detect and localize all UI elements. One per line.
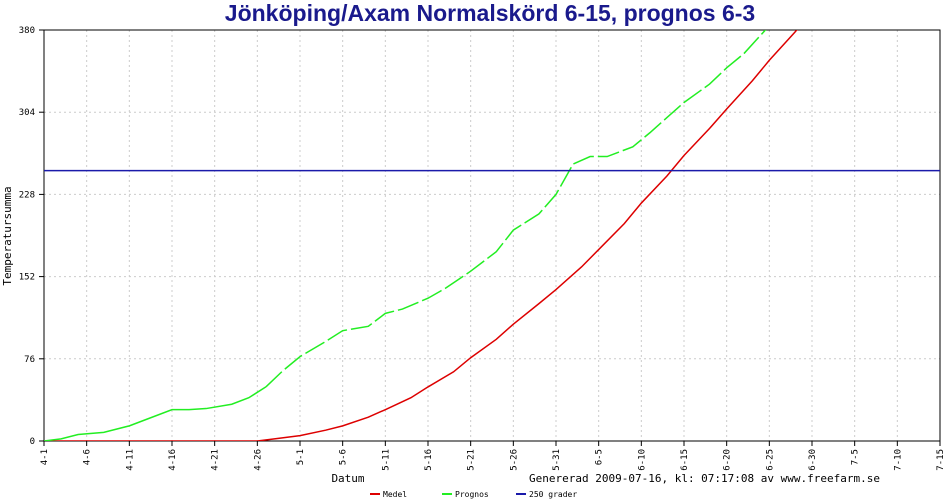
x-tick-label: 6-25 xyxy=(765,449,775,471)
legend-label-prognos: Prognos xyxy=(455,490,489,499)
x-tick-label: 5-21 xyxy=(467,449,477,471)
series-lines xyxy=(44,30,940,441)
chart-title: Jönköping/Axam Normalskörd 6-15, prognos… xyxy=(225,0,755,26)
y-tick-label: 0 xyxy=(30,437,35,447)
y-tick-label: 228 xyxy=(19,190,35,200)
x-tick-label: 6-10 xyxy=(637,449,647,471)
series-line-prognos-dashed xyxy=(265,30,767,388)
grid xyxy=(44,30,940,441)
y-ticks: 0 76 152 228 304 380 xyxy=(19,26,44,447)
generated-footer: Genererad 2009-07-16, kl: 07:17:08 av ww… xyxy=(529,472,880,485)
x-tick-label: 6-15 xyxy=(680,449,690,471)
x-axis-label: Datum xyxy=(331,472,364,485)
x-tick-label: 5-16 xyxy=(424,449,434,471)
y-axis-label: Temperatursumma xyxy=(1,186,14,285)
x-tick-label: 4-26 xyxy=(253,449,263,471)
x-tick-label: 7-15 xyxy=(936,449,946,471)
x-tick-label: 4-1 xyxy=(40,449,50,465)
legend: Medel Prognos 250 grader xyxy=(370,490,577,499)
x-tick-label: 6-5 xyxy=(595,449,605,465)
y-tick-label: 380 xyxy=(19,26,35,36)
series-line-medel xyxy=(44,30,798,441)
legend-label-medel: Medel xyxy=(383,490,407,499)
x-tick-label: 4-16 xyxy=(168,449,178,471)
x-tick-label: 5-26 xyxy=(509,449,519,471)
x-ticks: 4-1 4-6 4-11 4-16 4-21 4-26 5-1 5-6 5-11 5-16 5-21… xyxy=(40,441,946,471)
x-tick-label: 4-11 xyxy=(125,449,135,471)
legend-label-250-grader: 250 grader xyxy=(529,490,577,499)
x-tick-label: 4-21 xyxy=(211,449,221,471)
y-tick-label: 152 xyxy=(19,273,35,283)
plot-area xyxy=(44,30,940,441)
x-tick-label: 5-31 xyxy=(552,449,562,471)
plot-frame xyxy=(43,29,941,442)
x-tick-label: 5-11 xyxy=(381,449,391,471)
x-tick-label: 5-1 xyxy=(296,449,306,465)
x-tick-label: 4-6 xyxy=(83,449,93,465)
x-tick-label: 6-20 xyxy=(723,449,733,471)
x-tick-label: 6-30 xyxy=(808,449,818,471)
y-tick-label: 304 xyxy=(19,108,35,118)
y-tick-label: 76 xyxy=(24,355,35,365)
x-tick-label: 7-5 xyxy=(851,449,861,465)
x-tick-label: 7-10 xyxy=(893,449,903,471)
x-tick-label: 5-6 xyxy=(339,449,349,465)
series-line-prognos-solid xyxy=(44,386,267,441)
